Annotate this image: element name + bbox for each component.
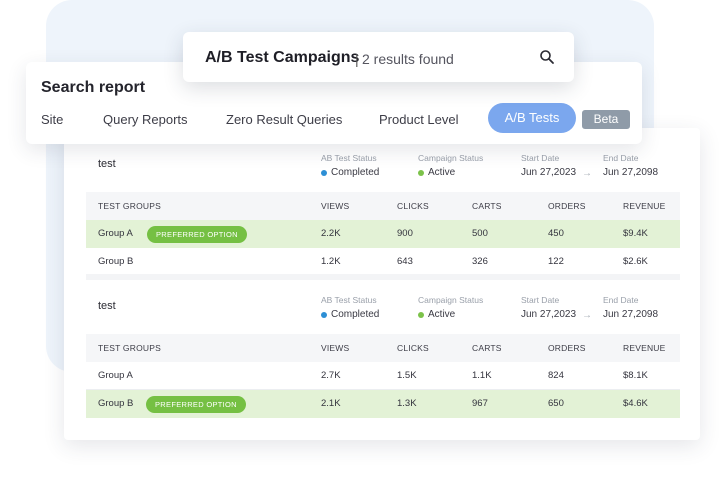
arrow-right-icon: → — [582, 310, 592, 321]
active-status-dot — [418, 169, 424, 176]
ab-test-status: AB Test Status Completed — [321, 295, 379, 320]
start-date-label: Start Date — [521, 153, 560, 163]
tab-site[interactable]: Site — [41, 112, 64, 127]
start-date: Start Date Jun 27,2023 — [521, 295, 576, 320]
carts-value: 326 — [472, 256, 488, 267]
search-results-count: 2 results found — [362, 51, 454, 67]
end-date-value: Jun 27,2098 — [603, 167, 659, 178]
ab-test-status-value: Completed — [331, 309, 380, 320]
campaign-search-bar[interactable]: A/B Test Campaigns | 2 results found — [183, 32, 574, 82]
column-header-carts: CARTS — [472, 343, 502, 353]
column-header-revenue: REVENUE — [623, 343, 666, 353]
end-date-label: End Date — [603, 295, 639, 305]
views-value: 2.1K — [321, 398, 341, 409]
orders-value: 450 — [548, 228, 564, 239]
tab-product-level[interactable]: Product Level — [379, 112, 459, 127]
tab-ab-tests[interactable]: A/B Tests — [488, 103, 576, 133]
clicks-value: 1.3K — [397, 398, 417, 409]
group-name: Group B — [98, 256, 134, 267]
active-status-dot — [418, 311, 424, 318]
views-value: 1.2K — [321, 256, 341, 267]
campaign-status: Campaign Status Active — [418, 295, 483, 320]
table-row: Group B 1.2K 643 326 122 $2.6K — [86, 248, 680, 276]
campaign-divider — [86, 274, 680, 280]
campaign-header: test AB Test Status Completed Campaign S… — [86, 138, 680, 192]
campaign-header: test AB Test Status Completed Campaign S… — [86, 280, 680, 334]
end-date: End Date Jun 27,2098 — [603, 295, 658, 320]
table-header: TEST GROUPS VIEWS CLICKS CARTS ORDERS RE… — [86, 192, 680, 220]
campaign-card: test AB Test Status Completed Campaign S… — [86, 138, 680, 276]
orders-value: 824 — [548, 370, 564, 381]
column-header-views: VIEWS — [321, 343, 350, 353]
preferred-option-badge: PREFERRED OPTION — [146, 396, 246, 413]
campaign-status: Campaign Status Active — [418, 153, 483, 178]
completed-status-dot — [321, 169, 327, 176]
carts-value: 967 — [472, 398, 488, 409]
column-header-revenue: REVENUE — [623, 201, 666, 211]
revenue-value: $2.6K — [623, 256, 648, 267]
column-header-test-groups: TEST GROUPS — [98, 201, 161, 211]
carts-value: 500 — [472, 228, 488, 239]
preferred-option-badge: PREFERRED OPTION — [147, 226, 247, 243]
campaign-status-value: Active — [428, 309, 456, 320]
group-name: Group A — [98, 228, 133, 239]
table-row: Group B PREFERRED OPTION 2.1K 1.3K 967 6… — [86, 390, 680, 418]
ab-test-status-label: AB Test Status — [321, 153, 377, 163]
table-header: TEST GROUPS VIEWS CLICKS CARTS ORDERS RE… — [86, 334, 680, 362]
table-row: Group A PREFERRED OPTION 2.2K 900 500 45… — [86, 220, 680, 248]
column-header-test-groups: TEST GROUPS — [98, 343, 161, 353]
search-report-title: Search report — [41, 79, 146, 96]
clicks-value: 900 — [397, 228, 413, 239]
completed-status-dot — [321, 311, 327, 318]
ab-test-status-value: Completed — [331, 167, 380, 178]
orders-value: 650 — [548, 398, 564, 409]
revenue-value: $9.4K — [623, 228, 648, 239]
end-date-value: Jun 27,2098 — [603, 309, 659, 320]
column-header-orders: ORDERS — [548, 201, 586, 211]
column-header-orders: ORDERS — [548, 343, 586, 353]
search-icon[interactable] — [539, 49, 555, 65]
campaign-status-label: Campaign Status — [418, 153, 484, 163]
search-query-text: A/B Test Campaigns — [205, 49, 360, 66]
campaign-name: test — [98, 158, 116, 170]
search-separator: | — [355, 51, 359, 67]
campaign-status-value: Active — [428, 167, 456, 178]
campaign-card: test AB Test Status Completed Campaign S… — [86, 280, 680, 418]
group-name: Group A — [98, 370, 133, 381]
end-date-label: End Date — [603, 153, 639, 163]
end-date: End Date Jun 27,2098 — [603, 153, 658, 178]
start-date: Start Date Jun 27,2023 — [521, 153, 576, 178]
start-date-value: Jun 27,2023 — [521, 167, 577, 178]
views-value: 2.2K — [321, 228, 341, 239]
column-header-carts: CARTS — [472, 201, 502, 211]
tab-query-reports[interactable]: Query Reports — [103, 112, 188, 127]
beta-badge: Beta — [582, 110, 630, 129]
arrow-right-icon: → — [582, 168, 592, 179]
campaign-name: test — [98, 300, 116, 312]
column-header-clicks: CLICKS — [397, 343, 429, 353]
start-date-value: Jun 27,2023 — [521, 309, 577, 320]
column-header-clicks: CLICKS — [397, 201, 429, 211]
start-date-label: Start Date — [521, 295, 560, 305]
views-value: 2.7K — [321, 370, 341, 381]
table-row: Group A 2.7K 1.5K 1.1K 824 $8.1K — [86, 362, 680, 390]
revenue-value: $4.6K — [623, 398, 648, 409]
campaign-status-label: Campaign Status — [418, 295, 484, 305]
report-card: test AB Test Status Completed Campaign S… — [64, 128, 700, 440]
carts-value: 1.1K — [472, 370, 492, 381]
clicks-value: 1.5K — [397, 370, 417, 381]
revenue-value: $8.1K — [623, 370, 648, 381]
ab-test-status: AB Test Status Completed — [321, 153, 379, 178]
orders-value: 122 — [548, 256, 564, 267]
group-name: Group B — [98, 398, 134, 409]
column-header-views: VIEWS — [321, 201, 350, 211]
tab-zero-result-queries[interactable]: Zero Result Queries — [226, 112, 343, 127]
clicks-value: 643 — [397, 256, 413, 267]
ab-test-status-label: AB Test Status — [321, 295, 377, 305]
